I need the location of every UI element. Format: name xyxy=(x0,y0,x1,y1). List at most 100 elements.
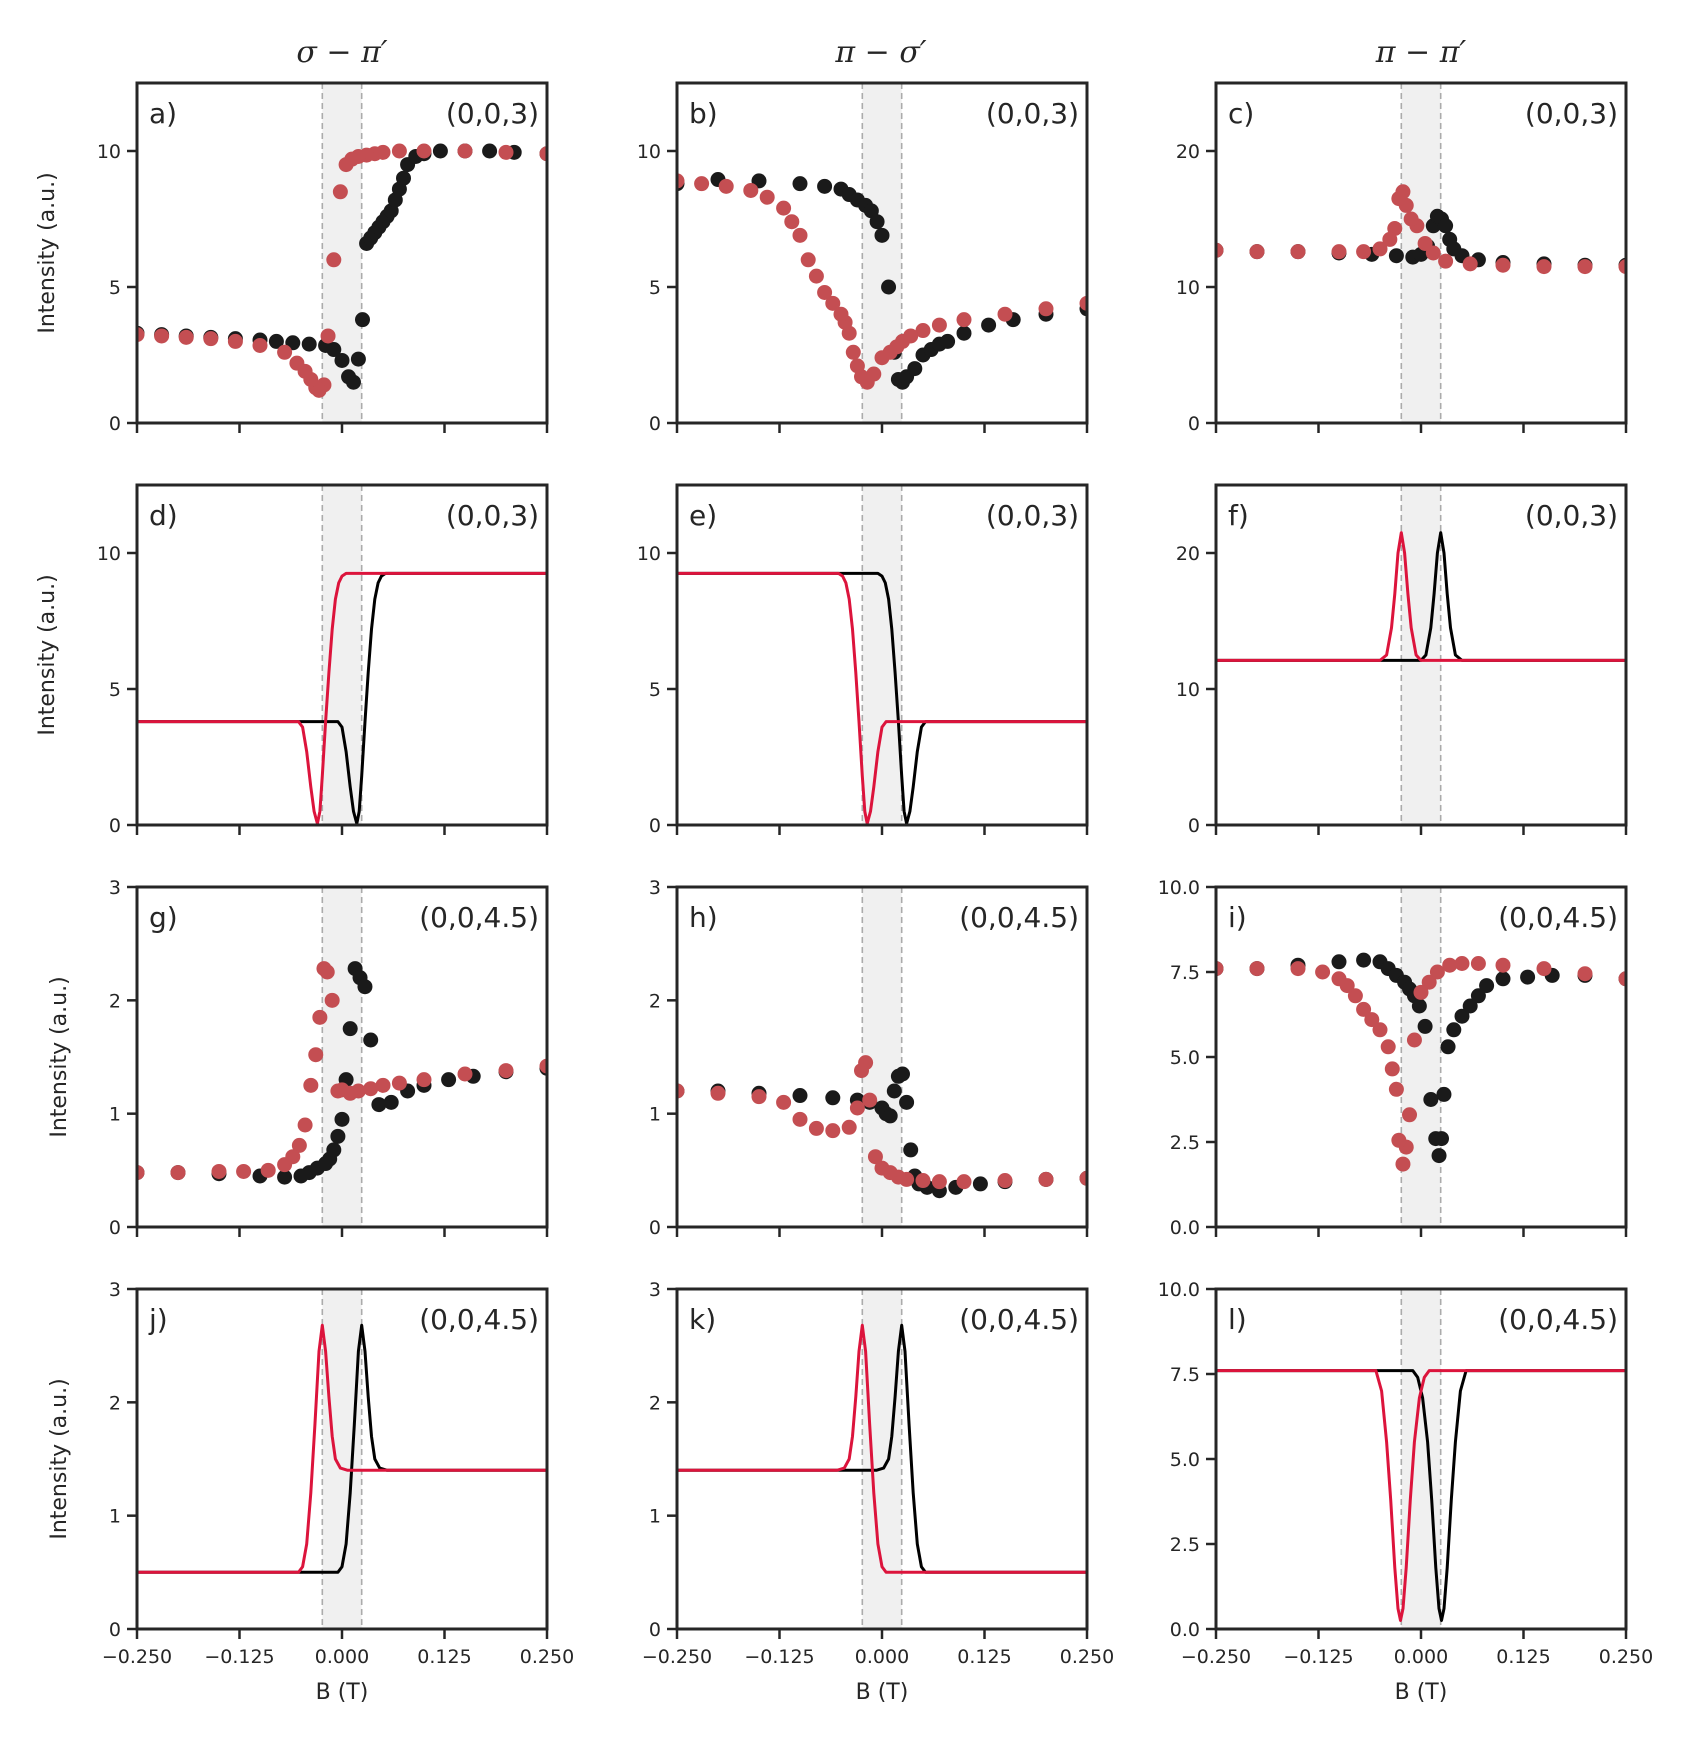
reflection-label: (0,0,4.5) xyxy=(419,901,539,934)
plot-area xyxy=(677,1323,1087,1574)
series-down xyxy=(137,961,547,1181)
data-point xyxy=(416,1072,432,1088)
panel-l: −0.250 −0.125 0.000 0.125 0.250 B (T) 0.0 2.5 5.… xyxy=(1158,1279,1654,1705)
data-point xyxy=(227,333,243,349)
data-point xyxy=(956,325,972,341)
data-point xyxy=(308,1047,324,1063)
data-point xyxy=(874,1160,890,1176)
panel-e: 0 5 10 e) (0,0,3) xyxy=(637,483,1089,837)
y-tick-label: 2.5 xyxy=(1170,1132,1200,1154)
x-tick-label: −0.250 xyxy=(642,1646,712,1668)
coercive-band xyxy=(1401,485,1441,825)
series-down-line xyxy=(137,1323,547,1574)
data-point xyxy=(792,1088,808,1104)
panel-letter: i) xyxy=(1228,901,1247,934)
data-point xyxy=(1618,971,1626,987)
data-point xyxy=(324,992,340,1008)
data-point xyxy=(1382,231,1398,247)
data-point xyxy=(498,1063,514,1079)
data-point xyxy=(330,1128,346,1144)
data-point xyxy=(1436,1086,1452,1102)
coercive-band xyxy=(862,1289,902,1629)
series-down xyxy=(1216,956,1626,1172)
data-point xyxy=(972,1176,988,1192)
y-tick-label: 0 xyxy=(649,1217,661,1239)
x-tick-label: −0.250 xyxy=(1181,1646,1251,1668)
data-point xyxy=(332,184,348,200)
data-point xyxy=(1479,978,1495,994)
series-up-line xyxy=(137,571,547,825)
x-tick-label: 0.125 xyxy=(417,1646,471,1668)
plot-area xyxy=(1216,1369,1626,1622)
data-point xyxy=(1356,1001,1372,1017)
y-tick-label: 10 xyxy=(1176,679,1200,701)
data-point xyxy=(886,1083,902,1099)
y-tick-label: 0.0 xyxy=(1170,1217,1200,1239)
data-point xyxy=(677,173,685,189)
data-point xyxy=(1417,235,1433,251)
series-down xyxy=(137,143,547,398)
data-point xyxy=(1391,1132,1407,1148)
data-point xyxy=(1364,1012,1380,1028)
x-axis-label: B (T) xyxy=(856,1680,909,1705)
series-up-line xyxy=(1216,531,1626,662)
y-tick-label: 10 xyxy=(637,141,661,163)
data-point xyxy=(1520,969,1536,985)
data-point xyxy=(357,979,373,995)
plot-area xyxy=(677,571,1087,825)
data-point xyxy=(345,374,361,390)
data-point xyxy=(383,1094,399,1110)
y-tick-label: 10.0 xyxy=(1158,1279,1200,1301)
data-point xyxy=(1216,961,1224,977)
data-point xyxy=(1290,244,1306,260)
y-tick-label: 0.0 xyxy=(1170,1619,1200,1641)
data-point xyxy=(915,1173,931,1189)
panel-f: 0 10 20 f) (0,0,3) xyxy=(1176,483,1628,837)
data-point xyxy=(1356,952,1372,968)
data-point xyxy=(849,358,865,374)
data-point xyxy=(841,1119,857,1135)
column-title-pi-sigma: π − σ′ xyxy=(834,35,926,70)
data-point xyxy=(1079,1170,1087,1186)
series-up-line xyxy=(677,571,1087,825)
reflection-label: (0,0,4.5) xyxy=(1498,1303,1618,1336)
plot-area xyxy=(677,1055,1087,1199)
x-tick-label: 0.000 xyxy=(1394,1646,1448,1668)
x-axis-label: B (T) xyxy=(1395,1680,1448,1705)
panel-letter: d) xyxy=(149,499,178,532)
data-point xyxy=(363,1032,379,1048)
y-tick-label: 1 xyxy=(649,1104,661,1126)
data-point xyxy=(1290,961,1306,977)
plot-area xyxy=(137,143,547,398)
y-tick-label: 10.0 xyxy=(1158,877,1200,899)
panel-c: 0 10 20 c) (0,0,3) xyxy=(1176,81,1628,435)
data-point xyxy=(899,1094,915,1110)
data-point xyxy=(825,1090,841,1106)
data-point xyxy=(432,143,448,159)
y-tick-label: 2 xyxy=(649,990,661,1012)
data-point xyxy=(1391,191,1407,207)
x-tick-label: −0.125 xyxy=(744,1646,814,1668)
data-point xyxy=(1470,956,1486,971)
data-point xyxy=(457,143,473,159)
data-point xyxy=(800,252,816,268)
data-point xyxy=(1384,1061,1400,1077)
data-point xyxy=(759,189,775,205)
data-point xyxy=(375,1077,391,1093)
data-point xyxy=(1249,961,1265,977)
data-point xyxy=(882,1108,898,1124)
y-tick-label: 3 xyxy=(649,877,661,899)
data-point xyxy=(903,1142,919,1158)
series-down xyxy=(677,173,1087,390)
data-point xyxy=(1380,1039,1396,1055)
data-point xyxy=(1577,966,1593,982)
y-tick-label: 10 xyxy=(637,543,661,565)
data-point xyxy=(1372,1022,1388,1038)
y-tick-label: 1 xyxy=(109,1506,121,1528)
data-point xyxy=(457,1066,473,1082)
data-point xyxy=(867,1149,883,1165)
data-point xyxy=(776,1094,792,1110)
y-tick-label: 0 xyxy=(649,1619,661,1641)
data-point xyxy=(808,1120,824,1136)
plot-area xyxy=(137,571,547,825)
